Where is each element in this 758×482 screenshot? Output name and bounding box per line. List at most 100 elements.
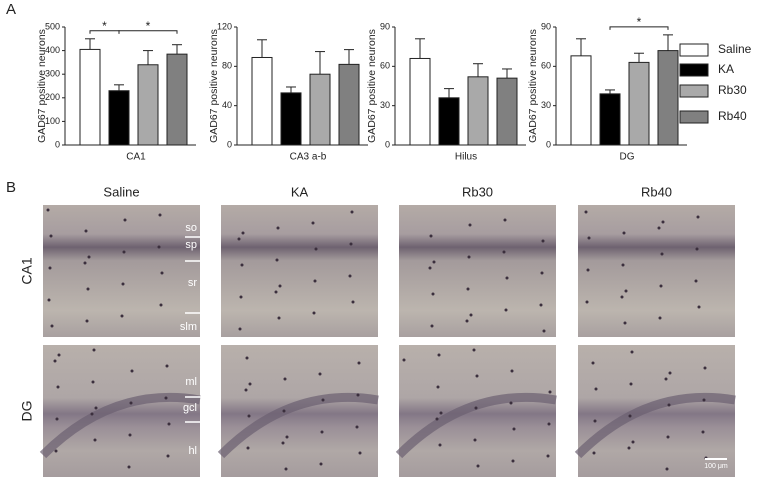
neuron [502,250,506,254]
neuron [668,371,672,375]
neuron [432,260,436,264]
neuron [402,358,406,362]
neuron [435,417,439,421]
neuron [539,303,543,307]
bar [467,76,489,146]
neuron [357,361,361,365]
neuron [122,250,126,254]
layer-label: ml [185,376,197,388]
neuron [312,311,316,315]
neuron [93,438,97,442]
neuron [46,208,50,212]
neuron [546,454,550,458]
neuron [275,258,279,262]
neuron [284,467,288,471]
neuron [165,364,169,368]
micrographs [39,205,736,477]
neuron [90,412,94,416]
legend-swatch [679,110,709,124]
neuron [475,374,479,378]
neuron [592,451,596,455]
cell-layer [217,392,379,459]
neuron [702,398,706,402]
neuron [428,266,432,270]
neuron [55,417,59,421]
legend-swatch [679,63,709,77]
neuron [623,321,627,325]
neuron [473,438,477,442]
neuron [355,425,359,429]
layer-label: slm [180,321,197,333]
bar [657,50,679,146]
neuron [53,359,57,363]
neuron [158,213,162,217]
neuron [512,427,516,431]
neuron [240,263,244,267]
bar [570,55,592,146]
neuron [510,369,514,373]
bar [108,90,130,146]
neuron [472,348,476,352]
x-axis-label: CA1 [126,152,146,163]
neuron [586,268,590,272]
bar [338,63,360,146]
neuron [167,422,171,426]
bar [280,92,302,146]
significance-label: * [102,19,107,33]
neuron [659,284,663,288]
neuron [628,414,632,418]
neuron [276,226,280,230]
neuron [661,220,665,224]
significance-bracket [609,26,669,30]
micrograph [43,345,200,477]
x-axis-label: Hilus [455,152,477,163]
neuron [439,411,443,415]
neuron [283,377,287,381]
neuron [94,406,98,410]
neuron [694,279,698,283]
neuron [476,464,480,468]
neuron [282,409,286,413]
neuron [511,459,515,463]
neuron [630,350,634,354]
neuron [239,295,243,299]
micrograph [221,345,378,477]
y-tick-label: 90 [541,21,551,31]
neuron [130,369,134,373]
neuron [128,433,132,437]
neuron [56,385,60,389]
neuron [91,380,95,384]
neuron [701,430,705,434]
neuron [159,303,163,307]
neuron [164,396,168,400]
bar [496,77,518,146]
neuron [696,215,700,219]
neuron [547,422,551,426]
significance-label: * [146,19,151,33]
neuron [467,255,471,259]
neuron [468,223,472,227]
neuron [274,290,278,294]
cell-layer [39,392,201,459]
neuron [657,226,661,230]
neuron [629,382,633,386]
neuron [83,261,87,265]
y-axis-label: GAD67 positive neurons [36,29,48,143]
panel-label: A [6,1,16,18]
neuron [281,441,285,445]
row-label: DG [19,401,35,422]
neuron [285,435,289,439]
layer-label: sr [188,277,198,289]
y-tick-label: 80 [222,61,232,71]
bar [166,53,188,146]
neuron [47,298,51,302]
bar [79,48,101,146]
neuron [548,390,552,394]
bar [438,97,460,146]
neuron [48,266,52,270]
neuron [314,247,318,251]
neuron [246,446,250,450]
neuron [84,229,88,233]
y-axis-label: GAD67 positive neurons [208,29,220,143]
neuron [503,218,507,222]
